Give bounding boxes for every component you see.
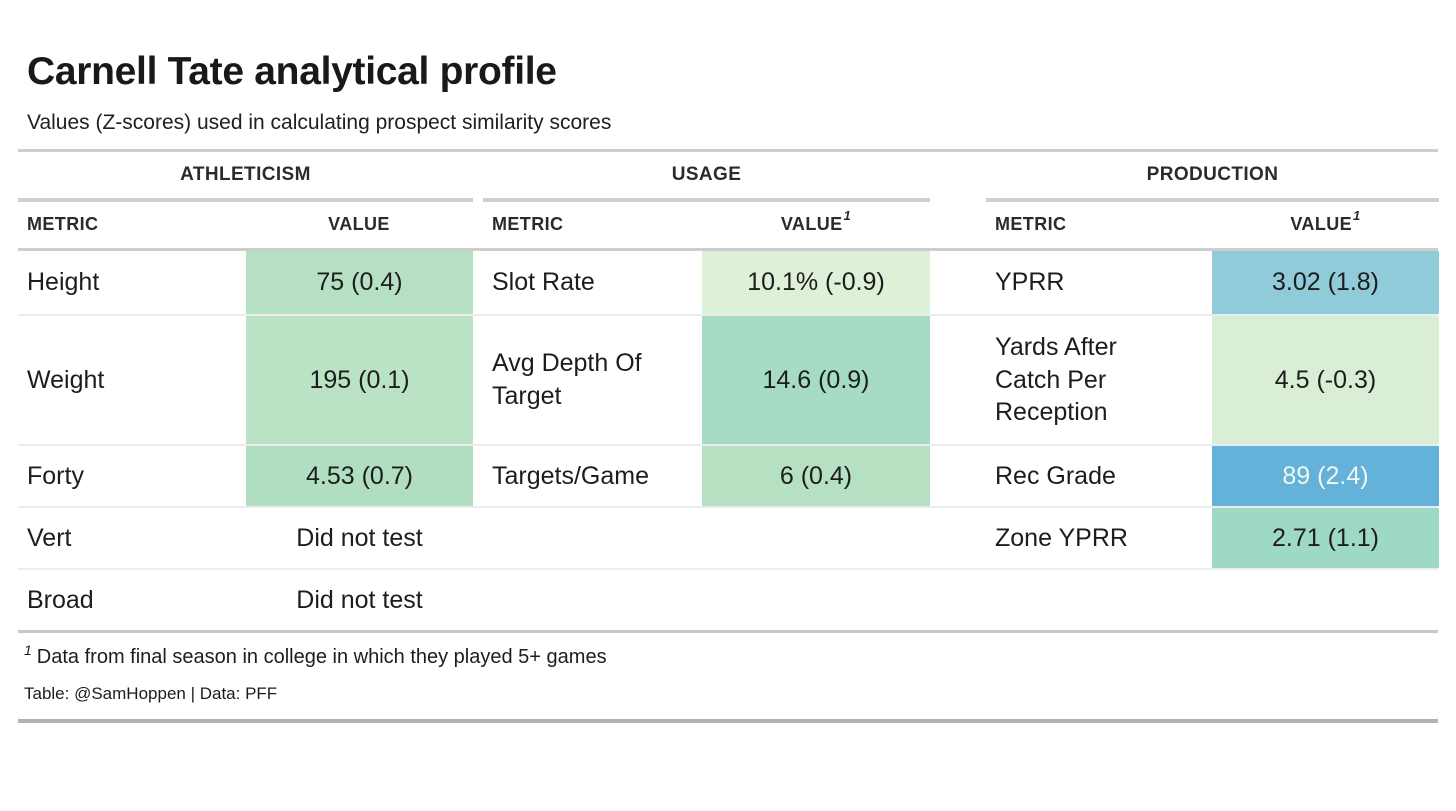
value-footnote-marker: 1: [843, 208, 852, 224]
column-header-value-athleticism: VALUE: [246, 202, 473, 248]
column-gap: [473, 508, 483, 568]
column-gap: [473, 446, 483, 506]
column-gap: [473, 570, 483, 630]
value-cell-empty: [1212, 570, 1439, 630]
column-gap: [473, 202, 483, 248]
table-card: Carnell Tate analytical profile Values (…: [0, 50, 1456, 724]
column-header-value-production: VALUE 1: [1212, 202, 1439, 248]
metric-cell-forty: Forty: [27, 461, 84, 490]
column-header-metric-usage: METRIC: [492, 214, 564, 235]
column-group-row: ATHLETICISM USAGE PRODUCTION: [18, 152, 1439, 202]
metric-cell-weight: Weight: [27, 365, 105, 394]
value-cell-vert: Did not test: [296, 523, 423, 552]
column-gap: [930, 251, 986, 314]
metric-cell-rec-grade: Rec Grade: [995, 461, 1116, 490]
value-cell-empty: [702, 508, 930, 568]
column-group-usage: USAGE: [483, 152, 930, 202]
column-header-value-label: VALUE: [1290, 214, 1353, 235]
value-cell-weight: 195 (0.1): [246, 315, 473, 444]
metric-cell-yards-after-catch-per-reception: Yards After Catch Per Reception: [995, 333, 1117, 427]
column-header-metric-production: METRIC: [995, 214, 1067, 235]
metric-cell-avg-depth-of-target: Avg Depth Of Target: [492, 349, 642, 410]
column-group-production: PRODUCTION: [986, 152, 1439, 202]
metric-cell-zone-yprr: Zone YPRR: [995, 523, 1128, 552]
table-row: Vert Did not test Zone YPRR 2.71 (1.1): [18, 505, 1439, 568]
column-header-value-label: VALUE: [328, 214, 390, 235]
credit-line: Table: @SamHoppen | Data: PFF: [24, 683, 278, 703]
value-cell-forty: 4.53 (0.7): [246, 445, 473, 506]
table-row: Weight 195 (0.1) Avg Depth Of Target 14.…: [18, 313, 1439, 444]
column-header-divider: [18, 247, 1438, 251]
page-title: Carnell Tate analytical profile: [27, 50, 557, 93]
table-row: Forty 4.53 (0.7) Targets/Game 6 (0.4) Re…: [18, 443, 1439, 506]
metric-cell-empty: [986, 570, 1212, 630]
column-gap: [473, 152, 483, 202]
column-header-value-label: VALUE: [780, 214, 843, 235]
metric-cell-broad: Broad: [27, 585, 94, 614]
footnote-marker: 1: [24, 641, 32, 658]
column-gap: [930, 316, 986, 444]
value-cell-zone-yprr: 2.71 (1.1): [1212, 507, 1439, 568]
value-cell-avg-depth-of-target: 14.6 (0.9): [702, 315, 930, 444]
bottom-divider: [18, 719, 1438, 724]
value-cell-empty: [702, 570, 930, 630]
table-row: Height 75 (0.4) Slot Rate 10.1% (-0.9) Y…: [18, 250, 1439, 314]
metric-cell-targets-game: Targets/Game: [492, 461, 650, 490]
metric-cell-slot-rate: Slot Rate: [492, 268, 595, 297]
metric-cell-vert: Vert: [27, 523, 72, 552]
column-group-athleticism: ATHLETICISM: [18, 152, 473, 202]
value-cell-slot-rate: 10.1% (-0.9): [702, 250, 930, 314]
metric-cell-empty: [483, 570, 702, 630]
column-header-row: METRIC VALUE METRIC VALUE 1 METRIC VALUE 1: [18, 202, 1438, 248]
value-cell-targets-game: 6 (0.4): [702, 445, 930, 506]
metric-cell-height: Height: [27, 268, 100, 297]
column-gap: [930, 570, 986, 630]
column-header-metric-athleticism: METRIC: [27, 214, 99, 235]
column-gap: [930, 508, 986, 568]
value-cell-yards-after-catch-per-reception: 4.5 (-0.3): [1212, 315, 1439, 444]
value-cell-rec-grade: 89 (2.4): [1212, 445, 1439, 506]
column-gap: [930, 446, 986, 506]
header-top-divider: [18, 148, 1438, 152]
value-cell-yprr: 3.02 (1.8): [1212, 250, 1439, 314]
value-cell-broad: Did not test: [296, 585, 423, 614]
column-header-value-usage: VALUE 1: [702, 202, 930, 248]
column-gap: [930, 152, 986, 202]
footnote-text: Data from final season in college in whi…: [36, 645, 607, 668]
table-row: Broad Did not test: [18, 567, 1439, 630]
column-gap: [473, 316, 483, 444]
column-gap: [930, 202, 986, 248]
footnote: 1 Data from final season in college in wh…: [24, 641, 1438, 670]
footnote-divider: [18, 629, 1438, 633]
metric-cell-yprr: YPRR: [995, 268, 1065, 297]
value-cell-height: 75 (0.4): [246, 250, 473, 314]
metric-cell-empty: [483, 508, 702, 568]
value-footnote-marker: 1: [1353, 208, 1361, 224]
column-gap: [473, 251, 483, 314]
page-subtitle: Values (Z-scores) used in calculating pr…: [27, 110, 612, 134]
